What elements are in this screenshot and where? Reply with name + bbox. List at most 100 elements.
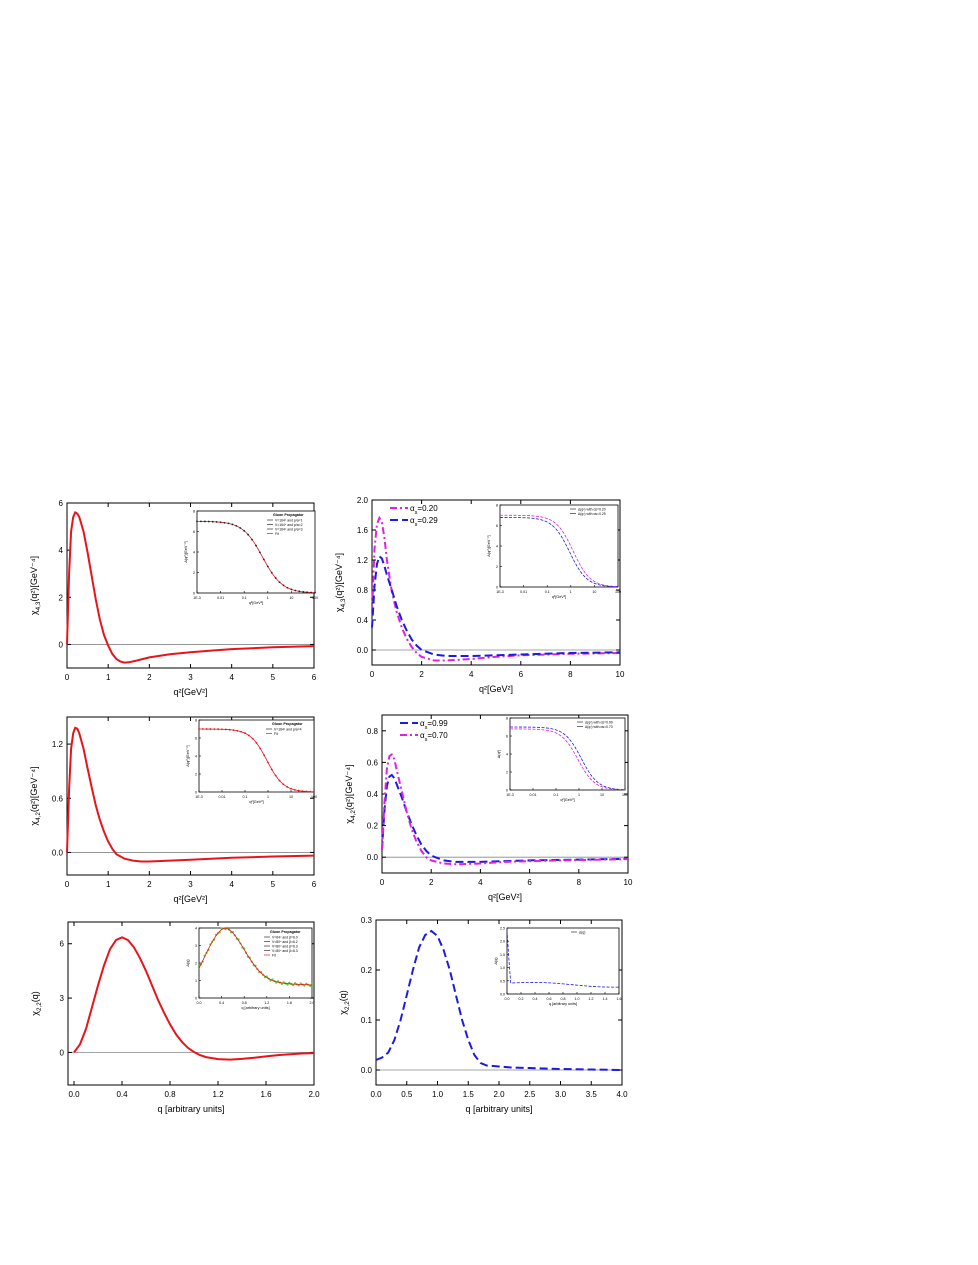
- series-line-main: [73, 936, 315, 1061]
- inset-frame: [509, 717, 626, 791]
- inset-y-tick-label: 4: [195, 927, 197, 931]
- inset-data-point: [200, 520, 202, 523]
- series-line-main: [375, 929, 623, 1071]
- inset-x-tick-label: 0.8: [242, 1001, 247, 1005]
- inset-data-point: [286, 785, 289, 788]
- inset-x-tick-label: 1.6: [617, 997, 622, 1001]
- y-tick-label: 0: [60, 1048, 65, 1057]
- inset-data-point: [267, 761, 269, 764]
- x-tick-label: 3: [188, 673, 193, 682]
- y-tick-label: 0.4: [357, 616, 369, 625]
- inset-x-tick-label: 1: [267, 596, 269, 600]
- inset-data-point: [292, 983, 295, 987]
- inset-data-point: [244, 732, 246, 735]
- inset-x-tick-label: 1: [578, 793, 580, 797]
- inset-data-point: [232, 729, 235, 732]
- y-tick-label: 0.0: [361, 1066, 373, 1075]
- x-tick-label: 3.5: [586, 1090, 598, 1099]
- y-tick-label: 4: [59, 546, 64, 555]
- inset-y-tick-label: 2.5: [500, 927, 505, 931]
- x-tick-label: 4.0: [616, 1090, 628, 1099]
- inset-data-point: [274, 577, 277, 579]
- inset-legend-label: Fit: [275, 532, 279, 536]
- inset-data-point: [259, 551, 261, 554]
- inset-data-point: [221, 728, 223, 731]
- inset-data-point: [274, 774, 277, 777]
- inset-data-point: [223, 521, 226, 524]
- inset-data-point: [217, 728, 220, 731]
- inset-x-tick-label: 0.1: [554, 793, 559, 797]
- inset-data-point: [255, 742, 258, 744]
- y-tick-label: 0.1: [361, 1016, 373, 1025]
- inset-x-tick-label: 0.1: [545, 590, 550, 594]
- inset-y-tick-label: 2: [496, 565, 498, 569]
- inset-x-tick-label: 1.2: [589, 997, 594, 1001]
- inset-legend-title: Gluon Propagator: [273, 513, 304, 517]
- x-tick-label: 6: [519, 670, 524, 679]
- x-tick-label: 6: [312, 880, 317, 889]
- inset-x-tick-label: 1E-3: [193, 596, 201, 600]
- inset-data-point: [198, 728, 200, 730]
- x-tick-label: 1: [106, 673, 111, 682]
- y-axis-label: χ4,3(q²)[GeV⁻⁴]: [29, 556, 42, 615]
- inset-data-point: [236, 729, 239, 732]
- inset-legend-label: Fit: [274, 732, 278, 736]
- inset-x-tick-label: 1E-3: [195, 795, 203, 799]
- x-tick-label: 4: [478, 878, 483, 887]
- inset-x-axis-label: q²[GeV²]: [552, 595, 566, 599]
- inset-y-tick-label: 2: [195, 773, 197, 777]
- series-line-as0: [381, 773, 629, 863]
- inset-y-axis-label: Δ(q): [186, 959, 190, 967]
- y-axis-label: χ4,2(q²)[GeV⁻⁴]: [29, 766, 42, 825]
- inset-legend-label: V=80⁴ and β=6.3: [272, 944, 298, 948]
- inset-frame: [499, 504, 619, 588]
- x-tick-label: 2.0: [493, 1090, 505, 1099]
- inset-data-point: [196, 520, 198, 523]
- x-tick-label: 8: [577, 878, 582, 887]
- inset-x-tick-label: 100: [311, 795, 317, 799]
- inset-data-point: [286, 586, 289, 589]
- inset-x-tick-label: 0.01: [530, 793, 537, 797]
- inset-legend-label: Δ(q²) with αs=0.29: [578, 512, 606, 516]
- inset-data-point: [301, 790, 304, 793]
- inset-y-tick-label: 4: [195, 755, 197, 759]
- y-tick-label: 0.8: [357, 586, 369, 595]
- inset-data-point: [270, 571, 273, 574]
- legend-label: αs=0.99: [420, 719, 448, 731]
- inset-data-point: [310, 591, 312, 594]
- x-tick-label: 0.5: [401, 1090, 413, 1099]
- inset-y-tick-label: 4: [496, 545, 498, 549]
- inset-data-point: [209, 728, 212, 730]
- inset-data-point: [282, 783, 285, 786]
- inset-legend-label: Δ(q²) with αs=0.99: [585, 720, 613, 724]
- inset-data-point: [313, 790, 315, 793]
- inset-x-tick-label: 0.8: [561, 997, 566, 1001]
- x-tick-label: 1.0: [432, 1090, 444, 1099]
- inset-chart: 1E-3 0.01 0.1 1 10 100 0 2 4 6 8 q²[GeV²] Δ(q²)[GeV⁻…: [487, 504, 621, 600]
- y-tick-label: 0.6: [52, 794, 64, 803]
- y-axis-label: χ2,2(q): [338, 990, 351, 1015]
- inset-legend-label: Δ(q²) with αs=0.20: [578, 507, 606, 511]
- inset-x-tick-label: 10: [289, 795, 293, 799]
- inset-y-axis-label: Δ(q²)[GeV⁻²]: [186, 745, 190, 766]
- inset-data-point: [293, 982, 297, 985]
- x-tick-label: 0.8: [164, 1090, 176, 1099]
- inset-chart: 1E-3 0.01 0.1 1 10 100 0 2 4 6 8 q²[GeV²] Δ(q²)[GeV⁻…: [184, 510, 318, 606]
- inset-data-point: [298, 590, 301, 593]
- inset-x-tick-label: 0.1: [243, 795, 248, 799]
- y-tick-label: 1.6: [357, 526, 369, 535]
- legend-label: αs=0.29: [410, 516, 438, 528]
- chart-p6: 0.0 0.5 1.0 1.5 2.0 2.5 3.0 3.5 4.0 0.0 0.1 0.2 0.3 q…: [338, 916, 628, 1114]
- inset-legend-label: Δ(q²) with αs=0.70: [585, 725, 613, 729]
- x-tick-label: 5: [271, 880, 276, 889]
- series-line-as0: [371, 515, 621, 662]
- inset-data-point: [305, 790, 308, 793]
- inset-y-tick-label: 2: [506, 771, 508, 775]
- inset-x-tick-label: 1: [570, 590, 572, 594]
- inset-data-point: [303, 984, 306, 987]
- inset-curve-a: [509, 726, 626, 791]
- x-tick-label: 0: [65, 880, 70, 889]
- inset-x-tick-label: 1.4: [603, 997, 608, 1001]
- inset-data-point: [278, 779, 281, 782]
- x-tick-label: 8: [568, 670, 573, 679]
